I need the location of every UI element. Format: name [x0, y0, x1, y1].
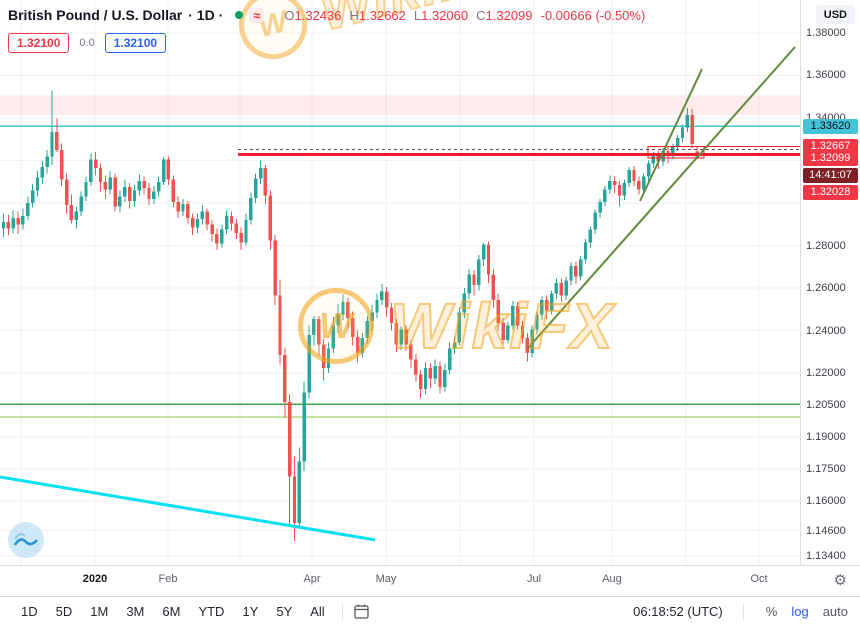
go-to-date-icon[interactable] — [353, 603, 370, 620]
symbol-legend: British Pound / U.S. Dollar · 1D · ≈ O1.… — [8, 7, 645, 23]
price-axis-label: 1.13400 — [806, 550, 846, 562]
ohlc-label: O — [284, 7, 295, 23]
ohlc-label: C — [476, 7, 486, 23]
toolbar-divider — [742, 603, 744, 620]
pl-zero-label: 0.0 — [79, 37, 95, 49]
broker-logo-icon[interactable] — [8, 522, 44, 558]
log-scale-button[interactable]: log — [791, 604, 809, 619]
time-axis-label: Oct — [750, 573, 768, 585]
price-axis-label: 1.16000 — [806, 495, 846, 507]
time-axis-label: Aug — [602, 573, 622, 585]
price-axis-label: 1.38000 — [806, 27, 846, 39]
ohlc-readout: O1.32436 H1.32662 L1.32060 C1.32099 — [276, 8, 532, 23]
percent-scale-button[interactable]: % — [765, 604, 778, 619]
ohlc-label: L — [413, 7, 422, 23]
price-axis-label: 1.22000 — [806, 367, 846, 379]
last-price-badge: 1.32099 — [803, 151, 858, 166]
bottom-toolbar: 1D 5D 1M 3M 6M YTD 1Y 5Y All 06:18:52 (UTC) % lo… — [0, 596, 860, 626]
price-change: -0.00666 (-0.50%) — [540, 7, 646, 23]
market-status-dot-icon — [235, 11, 244, 19]
range-button-5d[interactable]: 5D — [55, 604, 73, 619]
ohlc-label: H — [349, 7, 359, 23]
chart-area[interactable]: W WikiFX W WikiFX British Pound / U.S. D… — [0, 0, 800, 565]
price-axis[interactable]: 1.38000 1.36000 1.34000 1.28000 1.26000 1.240… — [800, 0, 860, 565]
price-tags-row: 1.32100 0.0 1.32100 — [8, 33, 167, 53]
time-axis-label: Apr — [303, 573, 321, 585]
ohlc-value: 1.32436 — [294, 7, 342, 23]
time-axis-label: Feb — [158, 573, 178, 585]
price-axis-label: 1.26000 — [806, 282, 846, 294]
red-line-price-badge: 1.32667 — [803, 139, 858, 154]
range-button-1m[interactable]: 1M — [90, 604, 109, 619]
time-axis-label: 2020 — [82, 573, 108, 585]
price-axis-label: 1.28000 — [806, 240, 846, 252]
ohlc-value: 1.32662 — [358, 7, 406, 23]
toolbar-divider — [341, 603, 343, 620]
range-button-all[interactable]: All — [310, 604, 325, 619]
range-button-5y[interactable]: 5Y — [276, 604, 293, 619]
price-axis-label: 1.14600 — [806, 525, 846, 537]
range-button-3m[interactable]: 3M — [126, 604, 145, 619]
cyan-line-price-badge: 1.33620 — [803, 119, 858, 134]
ohlc-value: 1.32060 — [421, 7, 469, 23]
price-axis-label: 1.19000 — [806, 431, 846, 443]
price-axis-label: 1.24000 — [806, 325, 846, 337]
symbol-title[interactable]: British Pound / U.S. Dollar — [8, 7, 183, 23]
price-axis-label: 1.20500 — [806, 399, 846, 411]
price-axis-label: 1.17500 — [806, 463, 846, 475]
range-buttons: 1D 5D 1M 3M 6M YTD 1Y 5Y All — [12, 604, 334, 619]
red-line-price-badge-2: 1.32028 — [803, 185, 858, 200]
currency-usd-button[interactable]: USD — [815, 5, 855, 24]
candlestick-chart[interactable] — [0, 0, 800, 565]
auto-scale-button[interactable]: auto — [822, 604, 848, 619]
clock: 06:18:52 (UTC) — [633, 604, 723, 619]
range-button-6m[interactable]: 6M — [162, 604, 181, 619]
ohlc-value: 1.32099 — [485, 7, 533, 23]
range-button-1d[interactable]: 1D — [21, 604, 38, 619]
range-button-1y[interactable]: 1Y — [242, 604, 259, 619]
time-axis-label: May — [375, 573, 397, 585]
settings-gear-icon[interactable]: ⚙ — [833, 572, 847, 589]
time-axis[interactable]: ⚙ 2020 Feb Apr May Jul Aug Oct — [0, 565, 860, 596]
alert-price-tag[interactable]: 1.32100 — [8, 33, 70, 53]
range-button-ytd[interactable]: YTD — [198, 604, 225, 619]
countdown-badge: 14:41:07 — [803, 168, 858, 183]
price-axis-label: 1.36000 — [806, 69, 846, 81]
interval-label[interactable]: · 1D · — [188, 7, 224, 23]
time-axis-label: Jul — [526, 573, 542, 585]
delayed-data-icon: ≈ — [249, 7, 265, 23]
order-price-tag[interactable]: 1.32100 — [104, 33, 167, 53]
